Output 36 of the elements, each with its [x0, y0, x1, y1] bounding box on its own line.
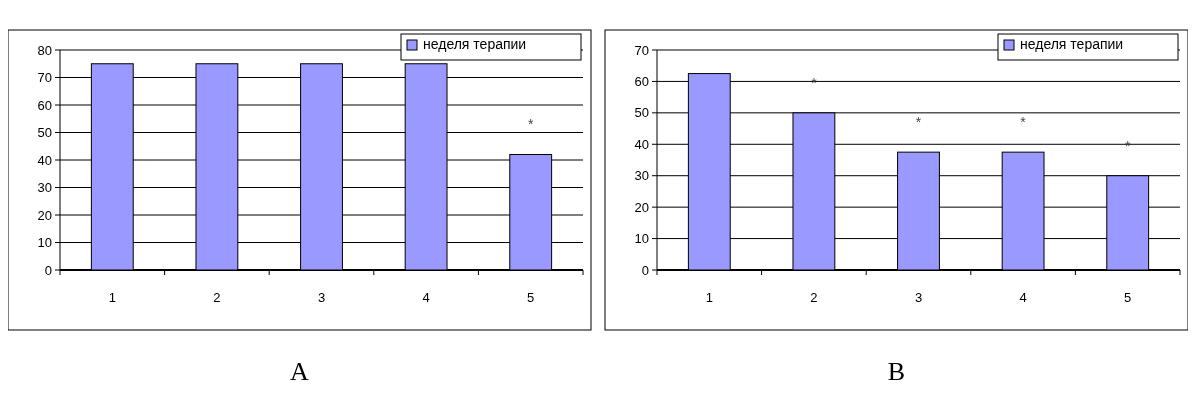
y-tick-label: 20 [634, 199, 649, 215]
y-tick-label: 10 [634, 231, 649, 247]
y-tick-label: 70 [634, 42, 649, 58]
y-tick-label: 10 [37, 235, 52, 251]
y-tick-label: 60 [37, 97, 52, 113]
y-tick-label: 50 [634, 105, 649, 121]
annotation: * [1124, 137, 1131, 154]
annotation: * [1020, 114, 1027, 131]
y-tick-label: 60 [634, 73, 649, 89]
x-tick-label: 5 [1124, 290, 1132, 305]
annotation: * [811, 74, 818, 91]
y-tick-label: 0 [44, 262, 52, 278]
x-tick-label: 5 [527, 290, 535, 305]
y-tick-label: 50 [37, 125, 52, 141]
y-tick-label: 40 [634, 136, 649, 152]
y-tick-label: 20 [37, 207, 52, 223]
y-tick-label: 70 [37, 70, 52, 86]
legend-label: неделя терапии [423, 36, 527, 52]
x-tick-label: 2 [213, 290, 221, 305]
x-tick-label: 1 [108, 290, 116, 305]
x-tick-label: 4 [422, 290, 430, 305]
y-tick-label: 30 [37, 180, 52, 196]
x-tick-label: 1 [705, 290, 713, 305]
y-tick-label: 0 [641, 262, 649, 278]
x-tick-label: 3 [317, 290, 326, 305]
annotation: * [915, 114, 922, 131]
text: A [290, 357, 310, 386]
y-tick-label: 80 [37, 42, 52, 58]
legend-label: неделя терапии [1020, 36, 1124, 52]
y-tick-label: 40 [37, 152, 52, 168]
x-tick-label: 3 [914, 290, 923, 305]
text: B [887, 357, 906, 386]
x-tick-label: 2 [810, 290, 818, 305]
x-tick-label: 4 [1019, 290, 1027, 305]
y-tick-label: 30 [634, 168, 649, 184]
annotation: * [527, 116, 534, 133]
